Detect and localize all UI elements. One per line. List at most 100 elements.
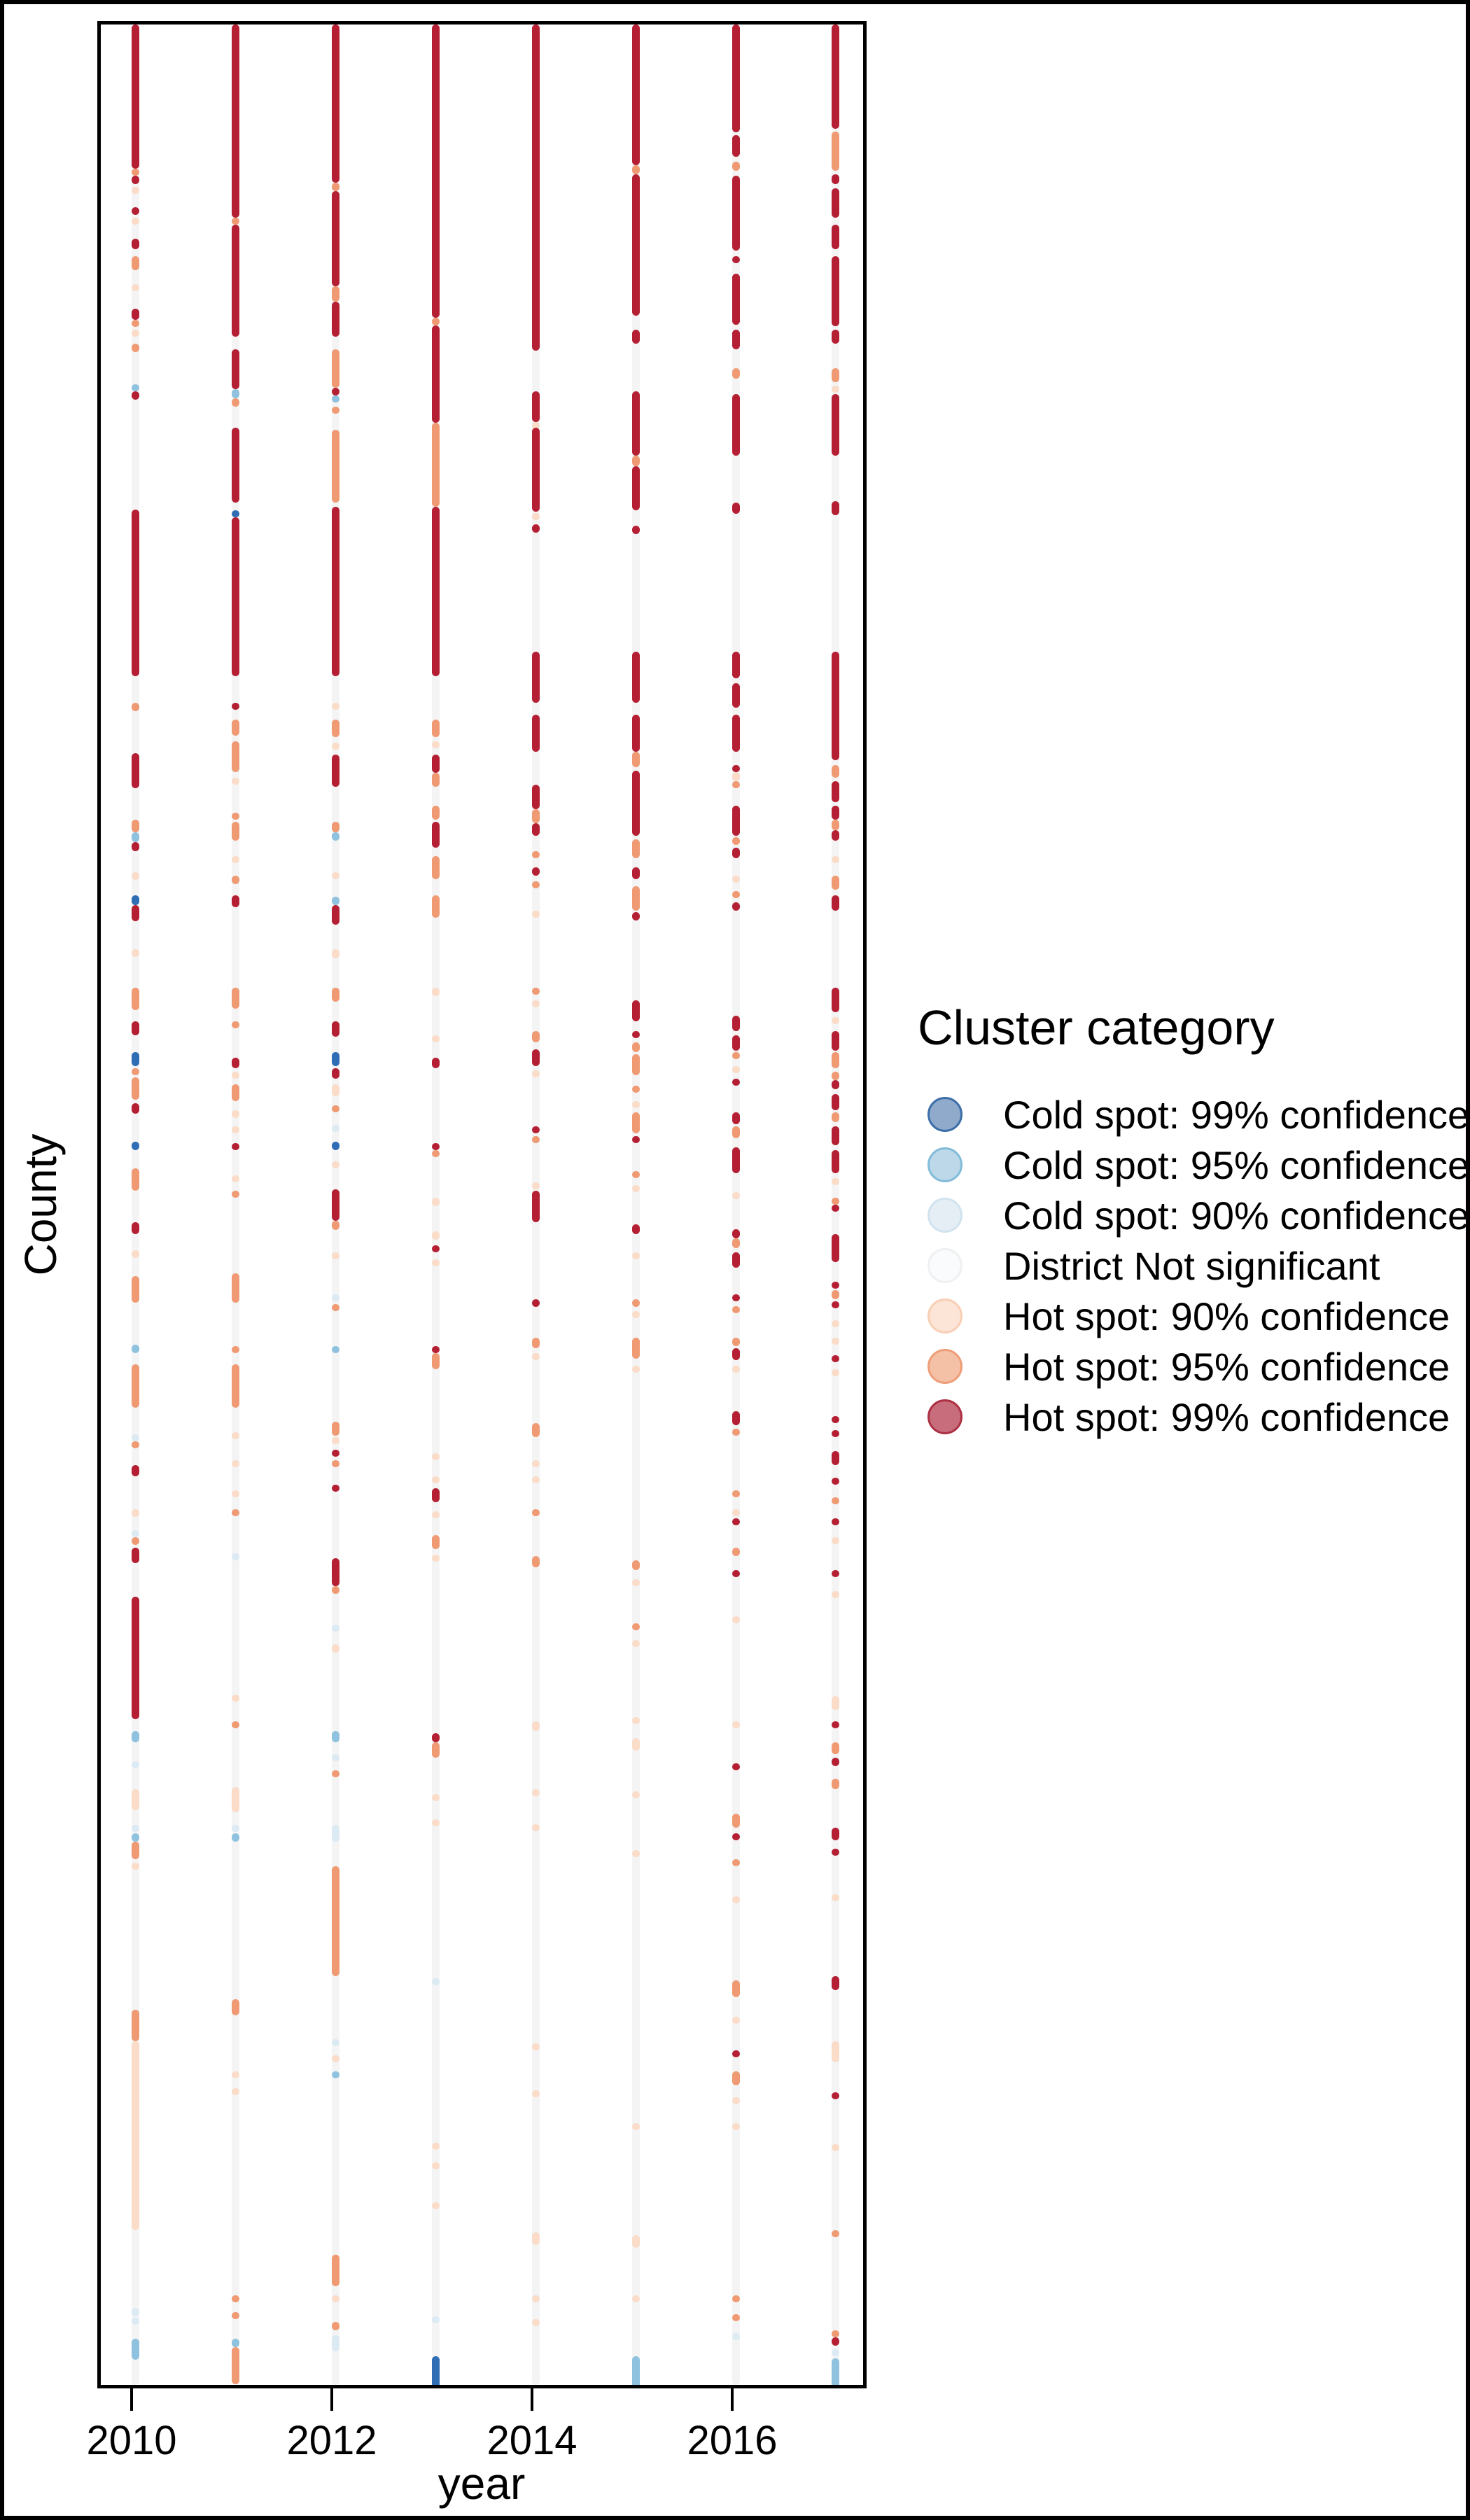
cluster-segment-2011-h95	[231, 2295, 239, 2302]
cluster-segment-2015-h90	[631, 1101, 640, 1108]
cluster-segment-2015-h95	[631, 1338, 640, 1359]
cluster-segment-2017-h95	[831, 2230, 839, 2237]
cluster-segment-2014-h95	[531, 851, 540, 858]
cluster-segment-2015-h99	[631, 391, 640, 456]
cluster-segment-2013-h90	[431, 1794, 440, 1801]
legend-title: Cluster category	[918, 1000, 1275, 1055]
cluster-segment-2012-h95	[331, 1221, 340, 1230]
cluster-segment-2016-h95	[732, 1429, 740, 1436]
cluster-segment-2016-h90	[732, 1509, 740, 1516]
cluster-segment-2014-h90	[531, 1824, 540, 1831]
cluster-segment-2011-h95	[231, 1084, 239, 1101]
cluster-segment-2011-c90	[231, 1553, 239, 1560]
cluster-segment-2013-h90	[431, 2202, 440, 2209]
cluster-segment-2016-h99	[732, 394, 740, 456]
cluster-segment-2012-h99	[331, 1021, 340, 1037]
cluster-segment-2017-h99	[831, 394, 839, 456]
cluster-segment-2015-h95	[631, 456, 640, 466]
cluster-segment-2010-c99	[131, 895, 139, 905]
cluster-segment-2015-h90	[631, 1850, 640, 1857]
cluster-segment-2010-h95	[131, 988, 139, 1010]
cluster-segment-2015-h95	[631, 886, 640, 911]
cluster-segment-2015-h90	[631, 1185, 640, 1192]
cluster-segment-2016-h90	[732, 772, 740, 781]
year-column-2010	[131, 24, 139, 2385]
cluster-segment-2012-h99	[331, 905, 340, 925]
cluster-segment-2014-h90	[531, 2319, 540, 2326]
cluster-segment-2014-h99	[531, 715, 540, 752]
cluster-segment-2012-c95	[331, 396, 340, 402]
legend-label-c95: Cold spot: 95% confidence	[1003, 1142, 1470, 1187]
cluster-segment-2014-h99	[531, 785, 540, 809]
cluster-segment-2017-h90	[831, 1369, 839, 1376]
cluster-segment-2017-h99	[831, 1126, 839, 1145]
cluster-segment-2012-h90	[331, 743, 340, 750]
cluster-segment-2017-h90	[831, 1696, 839, 1710]
cluster-segment-2017-h99	[831, 1080, 839, 1089]
cluster-segment-2016-h99	[732, 1294, 740, 1301]
cluster-segment-2014-h90	[531, 1460, 540, 1467]
cluster-segment-2016-h95	[732, 837, 740, 845]
cluster-segment-2013-h99	[431, 1488, 440, 1502]
cluster-segment-2016-h95	[732, 1238, 740, 1248]
cluster-segment-2017-h99	[831, 24, 839, 129]
cluster-segment-2015-h90	[631, 1791, 640, 1798]
cluster-segment-2016-h99	[732, 1763, 740, 1770]
cluster-segment-2012-h99	[331, 507, 340, 676]
cluster-segment-2014-h99	[531, 1299, 540, 1307]
cluster-segment-2015-h90	[631, 1717, 640, 1724]
cluster-segment-2013-h99	[431, 1143, 440, 1150]
cluster-segment-2016-h90	[732, 876, 740, 883]
cluster-segment-2012-h99	[331, 1558, 340, 1586]
cluster-segment-2014-h95	[531, 1031, 540, 1042]
cluster-segment-2010-h90	[131, 218, 139, 225]
cluster-segment-2010-h99	[131, 905, 139, 921]
cluster-segment-2016-h99	[732, 902, 740, 911]
x-axis-title: year	[438, 2458, 526, 2509]
cluster-segment-2012-h95	[331, 349, 340, 388]
cluster-segment-2010-h99	[131, 510, 139, 676]
cluster-segment-2015-h90	[631, 1579, 640, 1586]
cluster-segment-2014-h99	[531, 1126, 540, 1133]
cluster-segment-2012-h95	[331, 1105, 340, 1112]
cluster-segment-2011-h90	[231, 778, 239, 785]
cluster-segment-2011-h90	[231, 1787, 239, 1812]
cluster-segment-2014-h95	[531, 988, 540, 995]
cluster-segment-2011-h90	[231, 1695, 239, 1702]
cluster-segment-2012-h90	[331, 2055, 340, 2062]
cluster-segment-2014-h99	[531, 652, 540, 703]
cluster-segment-2010-h95	[131, 2010, 139, 2041]
cluster-segment-2017-h99	[831, 1355, 839, 1362]
cluster-segment-2012-c95	[331, 2071, 340, 2078]
cluster-segment-2016-h90	[732, 1896, 740, 1903]
cluster-segment-2017-h95	[831, 1072, 839, 1080]
cluster-segment-2012-h90	[331, 1252, 340, 1259]
cluster-segment-2013-c90	[431, 1978, 440, 1985]
cluster-segment-2016-h99	[732, 806, 740, 836]
cluster-segment-2012-h90	[331, 2295, 340, 2302]
cluster-segment-2017-h95	[831, 1198, 839, 1205]
cluster-segment-2013-h99	[431, 24, 440, 318]
cluster-segment-2012-c95	[331, 832, 340, 841]
cluster-segment-2016-h99	[732, 1833, 740, 1840]
cluster-segment-2017-h95	[831, 1497, 839, 1504]
cluster-segment-2010-h90	[131, 330, 139, 337]
cluster-segment-2011-h90	[231, 1110, 239, 1118]
cluster-segment-2017-h99	[831, 1430, 839, 1437]
legend-label-h99: Hot spot: 99% confidence	[1003, 1394, 1450, 1439]
cluster-segment-2010-h95	[131, 344, 139, 352]
cluster-segment-2010-h95	[131, 1077, 139, 1100]
cluster-segment-2010-h99	[131, 1021, 139, 1035]
cluster-segment-2014-h90	[531, 1476, 540, 1483]
cluster-segment-2010-c99	[131, 1142, 139, 1150]
cluster-segment-2013-h95	[431, 720, 440, 737]
cluster-segment-2011-h99	[231, 703, 239, 710]
cluster-segment-2012-c90	[331, 2335, 340, 2351]
cluster-segment-2016-h99	[732, 848, 740, 858]
cluster-segment-2011-h95	[231, 1721, 239, 1728]
plot-panel	[97, 21, 867, 2388]
cluster-segment-2010-h99	[131, 391, 139, 400]
cluster-segment-2017-h95	[831, 1112, 839, 1122]
legend: Cluster category Cold spot: 99% confiden…	[918, 1000, 1469, 1442]
cluster-segment-2011-h99	[231, 517, 239, 676]
